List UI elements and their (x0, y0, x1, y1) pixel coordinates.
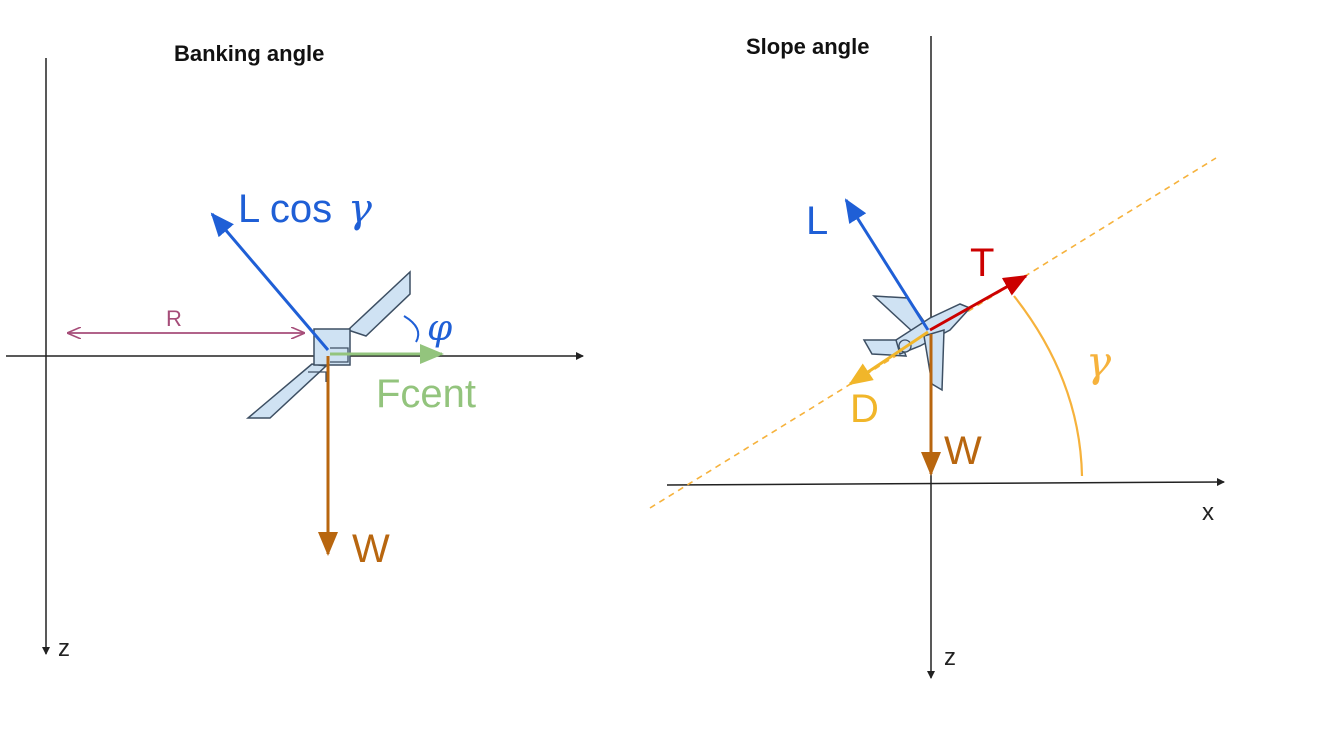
slope-angle-symbol: γ (1086, 337, 1112, 386)
banking-weight-label: W (352, 527, 390, 571)
banking-title: Banking angle (174, 41, 324, 66)
bank-angle-symbol: φ (427, 308, 453, 349)
radius-label: R (166, 306, 182, 331)
bank-angle-arc (403, 315, 420, 343)
slope-horizontal-axis (666, 478, 1225, 487)
banked-aircraft-icon (245, 270, 411, 419)
slope-angle-arc (1013, 295, 1084, 477)
thrust-label: T (970, 241, 994, 285)
centrifugal-label: Fcent (376, 372, 476, 416)
slope-title: Slope angle (746, 34, 869, 59)
drag-label: D (850, 387, 879, 431)
lift-label: L cos (238, 187, 332, 231)
banking-z-label: z (58, 635, 70, 662)
slope-lift-arrow (844, 198, 930, 331)
lift-arrow (210, 212, 330, 351)
slope-x-label: x (1202, 499, 1214, 526)
slope-lift-label: L (806, 199, 828, 243)
slope-z-label: z (944, 644, 956, 671)
banking-panel: Banking angle z R L cos γ Fcent φ W (6, 41, 584, 662)
slope-weight-label: W (944, 429, 982, 473)
slope-panel: Slope angle x z γ L T D W (649, 34, 1225, 679)
lift-gamma-symbol: γ (348, 186, 372, 232)
thrust-arrow (929, 274, 1028, 332)
drag-arrow (848, 330, 929, 386)
